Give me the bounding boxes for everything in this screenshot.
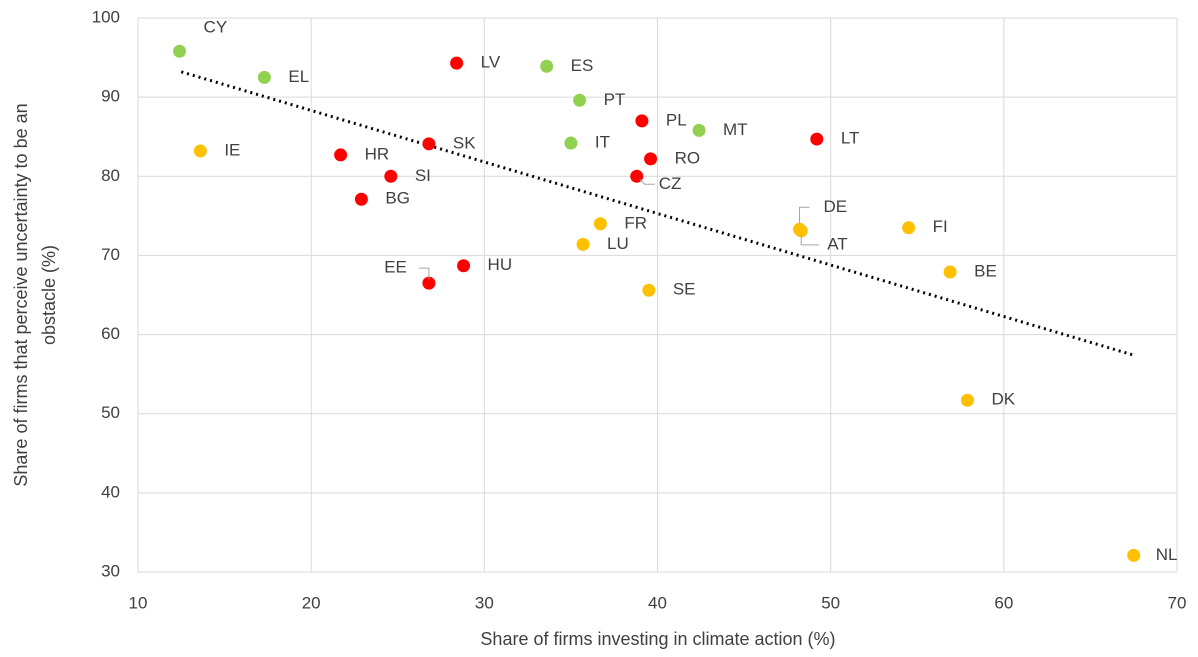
x-tick-label: 60 [994, 593, 1013, 612]
y-tick-label: 30 [101, 561, 120, 580]
point [564, 136, 578, 150]
point-label: DE [823, 197, 847, 216]
point-label: AT [827, 234, 847, 253]
y-axis-title: obstacle (%) [39, 245, 59, 345]
y-axis-title: Share of firms that perceive uncertainty… [11, 103, 31, 486]
point [576, 237, 590, 251]
point [257, 70, 271, 84]
y-tick-label: 60 [101, 324, 120, 343]
point-label: CZ [659, 174, 682, 193]
point [457, 259, 471, 273]
point-label: IE [224, 140, 240, 159]
point-label: SE [673, 280, 696, 299]
point-label: LV [481, 53, 501, 72]
leader-line [798, 206, 810, 224]
point [384, 169, 398, 183]
x-tick-label: 30 [475, 593, 494, 612]
point-label: CY [204, 18, 228, 37]
point [422, 276, 436, 290]
point-label: BG [385, 189, 410, 208]
x-tick-label: 20 [302, 593, 321, 612]
x-tick-label: 70 [1168, 593, 1187, 612]
trendline [180, 70, 1135, 357]
leader-line [639, 178, 655, 185]
point [334, 148, 348, 162]
point-label: EL [288, 67, 309, 86]
point [960, 393, 974, 407]
y-tick-label: 80 [101, 166, 120, 185]
y-tick-label: 70 [101, 245, 120, 264]
point-label: DK [991, 390, 1015, 409]
point-label: IT [595, 133, 610, 152]
x-tick-label: 40 [648, 593, 667, 612]
point-label: LT [841, 129, 860, 148]
point [644, 152, 658, 166]
point [593, 217, 607, 231]
y-tick-label: 40 [101, 482, 120, 501]
point-label: BE [974, 262, 997, 281]
point [1127, 548, 1141, 562]
point-label: FR [624, 213, 647, 232]
point [943, 265, 957, 279]
point-label: PT [604, 90, 626, 109]
point [450, 56, 464, 70]
point [540, 59, 554, 73]
point-label: PL [666, 110, 687, 129]
point-label: ES [571, 56, 594, 75]
point [193, 144, 207, 158]
leader-line [800, 234, 820, 246]
point-label: HR [365, 144, 390, 163]
y-tick-label: 90 [101, 87, 120, 106]
y-tick-label: 50 [101, 403, 120, 422]
point-label: SI [415, 166, 431, 185]
x-tick-label: 50 [821, 593, 840, 612]
x-axis-title: Share of firms investing in climate acti… [480, 629, 835, 649]
point [902, 221, 916, 235]
point-label: LU [607, 234, 629, 253]
point [173, 44, 187, 58]
point-label: RO [675, 148, 701, 167]
point-label: NL [1156, 545, 1178, 564]
point [573, 93, 587, 107]
point-label: SK [453, 133, 476, 152]
point-label: MT [723, 120, 748, 139]
point [422, 137, 436, 151]
point-label: FI [933, 217, 948, 236]
leader-line [418, 267, 430, 280]
point-label: HU [488, 255, 513, 274]
point [635, 114, 649, 128]
point [354, 192, 368, 206]
point [642, 283, 656, 297]
x-tick-label: 10 [129, 593, 148, 612]
point [692, 123, 706, 137]
point [810, 132, 824, 146]
point-label: EE [384, 258, 407, 277]
point [794, 224, 808, 238]
y-tick-label: 100 [92, 7, 120, 26]
